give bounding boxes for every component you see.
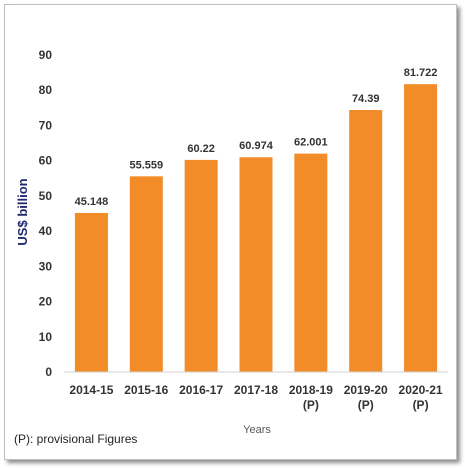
data-label: 45.148 — [75, 196, 109, 208]
data-label: 55.559 — [129, 159, 163, 171]
data-label: 60.22 — [187, 143, 215, 155]
footnote: (P): provisional Figures — [14, 432, 138, 446]
bar — [239, 157, 273, 372]
y-tick-label: 70 — [39, 118, 53, 132]
x-tick-label: 2019-20 (P) — [344, 383, 388, 412]
y-tick-label: 0 — [45, 365, 52, 379]
y-tick-label: 20 — [39, 295, 53, 309]
data-label: 81.722 — [404, 67, 438, 79]
y-axis-label: US$ billion — [15, 178, 30, 245]
bar — [129, 176, 163, 372]
y-tick-label: 90 — [39, 48, 53, 62]
bar — [184, 159, 218, 372]
bar — [349, 109, 383, 373]
x-tick-label: 2014-15 — [69, 383, 113, 397]
data-label: 74.39 — [352, 93, 380, 105]
data-label: 62.001 — [294, 137, 328, 149]
y-tick-label: 50 — [39, 189, 53, 203]
y-tick-label: 30 — [39, 259, 53, 273]
y-tick-label: 60 — [39, 154, 53, 168]
x-tick-label: 2016-17 — [179, 383, 223, 397]
x-tick-label: 2015-16 — [124, 383, 168, 397]
y-tick-label: 10 — [39, 330, 53, 344]
y-tick-label: 40 — [39, 224, 53, 238]
bar — [74, 212, 108, 372]
y-tick-label: 80 — [39, 83, 53, 97]
x-tick-label: 2020-21 (P) — [399, 383, 443, 412]
x-tick-label: 2017-18 — [234, 383, 278, 397]
bar — [294, 153, 328, 372]
data-label: 60.974 — [239, 140, 274, 152]
bar — [404, 84, 438, 372]
x-axis-label: Years — [243, 424, 271, 436]
x-tick-label: 2018-19 (P) — [289, 383, 333, 412]
